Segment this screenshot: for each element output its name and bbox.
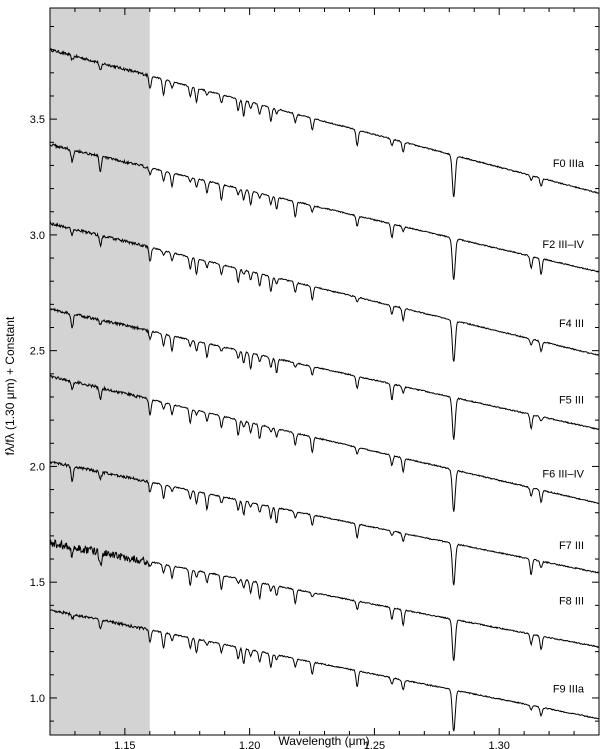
spectrum-line (49, 539, 600, 661)
x-tick-label: 1.15 (114, 740, 135, 749)
spectrum-line (49, 221, 599, 362)
y-axis-label: fλ/fλ (1.30 μm) + Constant (3, 316, 17, 455)
series-label: F8 III (559, 596, 584, 608)
spectrum-line (49, 48, 600, 198)
series-label: F2 III–IV (542, 239, 584, 251)
series-label: F7 III (559, 540, 584, 552)
x-tick-label: 1.25 (364, 740, 385, 749)
y-tick-label: 3.5 (30, 114, 45, 126)
y-axis: 1.0 1.5 2.0 2.5 3.0 3.5 (30, 26, 599, 722)
series-label: F0 IIIa (553, 158, 585, 170)
spectrum-line (49, 307, 600, 440)
spectrum-line (49, 460, 600, 586)
series-label: F5 III (559, 394, 584, 406)
spectrum-line (49, 143, 600, 280)
series-label: F9 IIIa (553, 684, 585, 696)
spectrum-line (49, 609, 600, 732)
y-tick-label: 1.0 (30, 693, 45, 705)
y-tick-label: 1.5 (30, 577, 45, 589)
spectra-lines (49, 48, 600, 732)
y-tick-label: 3.0 (30, 230, 45, 242)
y-tick-label: 2.0 (30, 461, 45, 473)
shaded-region (50, 8, 150, 735)
x-tick-label: 1.30 (488, 740, 509, 749)
x-axis-label: Wavelength (μm) (278, 734, 369, 748)
spectrum-line (49, 374, 600, 512)
x-axis: 1.15 1.20 1.25 1.30 (49, 8, 600, 749)
series-label: F6 III–IV (542, 468, 584, 480)
series-label: F4 III (559, 318, 584, 330)
y-tick-label: 2.5 (30, 346, 45, 358)
x-tick-label: 1.20 (239, 740, 260, 749)
series-labels: F0 IIIa F2 III–IV F4 III F5 III F6 III–IV F7 … (542, 158, 584, 696)
